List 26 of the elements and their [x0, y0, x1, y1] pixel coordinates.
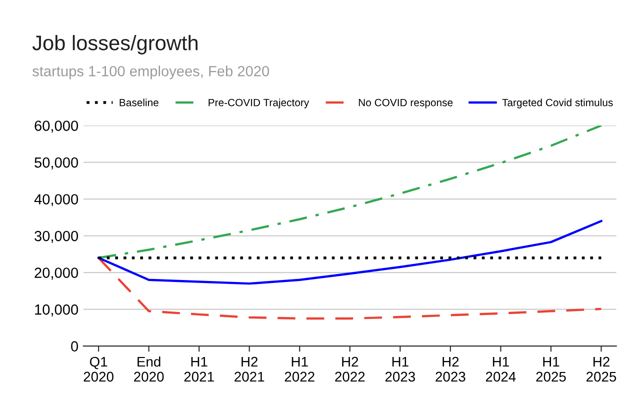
- legend-label: Baseline: [120, 98, 158, 106]
- x-tick-label: H2 2021: [234, 356, 264, 382]
- x-tick-label: H1 2024: [486, 356, 516, 382]
- y-tick-label: 60,000: [34, 120, 78, 133]
- chart-title: Job losses/growth: [32, 35, 198, 54]
- x-tick-label: H2 2023: [436, 356, 466, 382]
- y-tick-label: 0: [71, 341, 78, 352]
- line-series: [97, 220, 602, 285]
- chart-subtitle: startups 1-100 employees, Feb 2020: [32, 66, 270, 80]
- x-tick-label: End 2020: [134, 356, 164, 382]
- y-tick-label: 10,000: [35, 304, 78, 316]
- line-series: [97, 256, 602, 320]
- x-tick-label: H1 2025: [536, 356, 566, 382]
- x-tick-label: H2 2025: [586, 356, 616, 382]
- x-tick-label: H1 2021: [184, 356, 214, 382]
- y-tick-label: 40,000: [34, 194, 78, 206]
- y-tick-label: 50,000: [34, 157, 78, 170]
- x-tick-label: H2 2022: [335, 356, 365, 382]
- x-tick-label: H1 2022: [284, 356, 314, 382]
- legend-label: No COVID response: [358, 98, 453, 108]
- legend-label: Pre-COVID Trajectory: [208, 98, 310, 108]
- legend-label: Targeted Covid stimulus: [502, 98, 613, 108]
- x-tick-label: H1 2023: [385, 356, 415, 382]
- y-tick-label: 20,000: [34, 268, 78, 280]
- y-tick-label: 30,000: [34, 230, 78, 243]
- x-tick-label: Q1 2020: [84, 356, 114, 382]
